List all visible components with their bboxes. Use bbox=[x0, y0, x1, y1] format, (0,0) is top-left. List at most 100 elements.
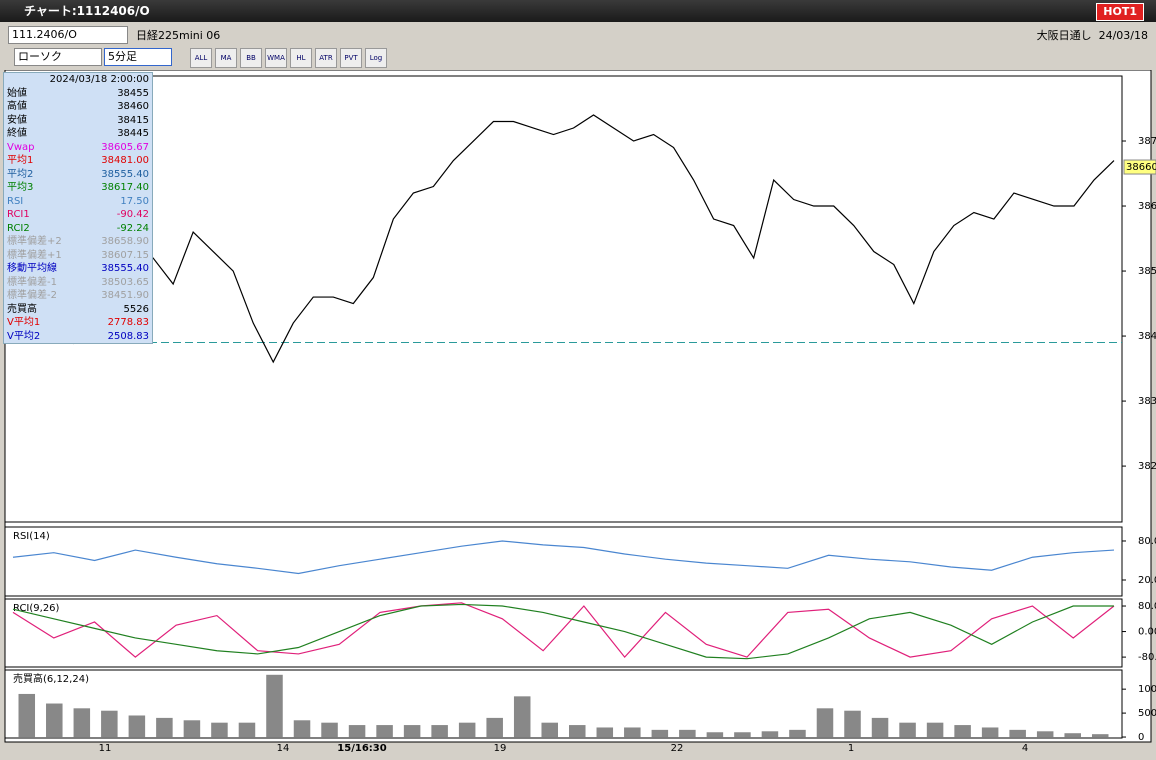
toolbar-button[interactable]: MA bbox=[215, 48, 237, 68]
toolbar-button[interactable]: BB bbox=[240, 48, 262, 68]
info-panel: 2024/03/18 2:00:00 始値 38455 高値 38460 安値 38415 終… bbox=[3, 72, 153, 344]
info-row: 始値 38455 bbox=[4, 87, 152, 101]
info-label: 売買高 bbox=[7, 303, 37, 315]
info-label: 標準偏差+1 bbox=[7, 249, 62, 261]
info-row: 標準偏差+2 38658.90 bbox=[4, 235, 152, 249]
info-row: V平均2 2508.83 bbox=[4, 330, 152, 344]
info-label: 安値 bbox=[7, 114, 27, 126]
volume-bar bbox=[1064, 733, 1081, 738]
y-tick-label: 0.00 bbox=[1138, 627, 1156, 638]
x-tick-label: 1 bbox=[848, 743, 854, 754]
session-date: 大阪日通し 24/03/18 bbox=[1037, 27, 1148, 43]
info-row: V平均1 2778.83 bbox=[4, 316, 152, 330]
info-label: RSI bbox=[7, 195, 24, 207]
toolbar-button[interactable]: HL bbox=[290, 48, 312, 68]
info-label: 平均3 bbox=[7, 182, 34, 193]
info-row: 安値 38415 bbox=[4, 114, 152, 128]
interval-select[interactable]: 5分足 bbox=[104, 48, 172, 66]
title-bar: チャート:1112406/O HOT1 bbox=[0, 0, 1156, 22]
line-series bbox=[12, 602, 1115, 659]
symbol-input[interactable]: 111.2406/O bbox=[8, 26, 128, 44]
info-value: 5526 bbox=[123, 303, 149, 315]
y-tick-label: 38600 bbox=[1138, 201, 1156, 212]
y-tick-label: 38400 bbox=[1138, 331, 1156, 342]
volume-bar bbox=[569, 725, 586, 738]
panel-label: 売買高(6,12,24) bbox=[13, 672, 89, 685]
toolbar-button[interactable]: ALL bbox=[190, 48, 212, 68]
toolbar-button[interactable]: Log bbox=[365, 48, 387, 68]
instrument: 日経225mini 06 bbox=[136, 29, 221, 42]
volume-bar bbox=[376, 725, 393, 738]
volume-bar bbox=[1009, 729, 1026, 738]
info-value: 38451.90 bbox=[101, 290, 149, 301]
toolbar-button[interactable]: PVT bbox=[340, 48, 362, 68]
info-value: 38503.65 bbox=[101, 276, 149, 288]
info-value: 38658.90 bbox=[101, 236, 149, 247]
info-row: 標準偏差-1 38503.65 bbox=[4, 276, 152, 290]
x-tick-label: 19 bbox=[494, 743, 507, 754]
line-series bbox=[12, 603, 1114, 660]
info-label: RCI2 bbox=[7, 222, 30, 234]
x-tick-label: 15/16:30 bbox=[337, 743, 386, 754]
info-row: 移動平均線 38555.40 bbox=[4, 262, 152, 276]
y-tick-label: 38300 bbox=[1138, 396, 1156, 407]
info-value: 38415 bbox=[117, 114, 149, 126]
y-tick-label: 38500 bbox=[1138, 266, 1156, 277]
line-series bbox=[12, 114, 1115, 364]
style-select[interactable]: ローソク bbox=[14, 48, 102, 66]
info-label: 移動平均線 bbox=[7, 263, 57, 274]
info-value: -90.42 bbox=[116, 209, 149, 220]
volume-bar bbox=[18, 693, 36, 738]
volume-bar bbox=[596, 727, 614, 738]
volume-bar bbox=[926, 722, 944, 738]
info-label: 平均2 bbox=[7, 168, 34, 180]
info-value: 17.50 bbox=[120, 195, 149, 207]
volume-bar bbox=[844, 710, 861, 738]
info-value: 38555.40 bbox=[101, 168, 149, 180]
x-tick-label: 11 bbox=[99, 743, 112, 754]
y-tick-label: 0 bbox=[1138, 732, 1144, 743]
current-price-box bbox=[1123, 159, 1156, 175]
y-tick-label: 10000 bbox=[1138, 684, 1156, 695]
volume-bar bbox=[403, 725, 421, 738]
info-row: Vwap 38605.67 bbox=[4, 141, 152, 155]
info-value: 38607.15 bbox=[101, 249, 149, 261]
info-value: 38445 bbox=[117, 128, 149, 139]
info-row: RSI 17.50 bbox=[4, 195, 152, 209]
info-label: 標準偏差-2 bbox=[7, 290, 57, 301]
info-row: 売買高 5526 bbox=[4, 303, 152, 317]
y-tick-label: -80.0 bbox=[1138, 652, 1156, 663]
info-value: 2778.83 bbox=[107, 317, 149, 328]
panel-label: RCI(9,26) bbox=[13, 603, 60, 614]
y-tick-label: 38200 bbox=[1138, 461, 1156, 472]
x-tick-label: 22 bbox=[671, 743, 684, 754]
info-value: 38455 bbox=[117, 87, 149, 99]
line-series bbox=[12, 540, 1115, 575]
info-value: -92.24 bbox=[116, 222, 149, 234]
volume-bar bbox=[266, 674, 283, 738]
timestamp: 2024/03/18 2:00:00 bbox=[49, 74, 149, 85]
volume-bar bbox=[321, 722, 338, 738]
info-label: V平均2 bbox=[7, 330, 41, 342]
volume-bar bbox=[954, 725, 971, 738]
volume-bar bbox=[651, 729, 669, 738]
info-value: 38617.40 bbox=[101, 182, 149, 193]
panel bbox=[4, 526, 1123, 597]
info-row: 平均2 38555.40 bbox=[4, 168, 152, 182]
date: 24/03/18 bbox=[1098, 29, 1148, 42]
info-label: 終値 bbox=[7, 128, 27, 139]
hot-button[interactable]: HOT1 bbox=[1096, 3, 1144, 21]
y-tick-label: 38700 bbox=[1138, 136, 1156, 147]
volume-bar bbox=[789, 729, 806, 738]
info-label: 標準偏差+2 bbox=[7, 236, 62, 247]
toolbar-button[interactable]: WMA bbox=[265, 48, 287, 68]
toolbar-button[interactable]: ATR bbox=[315, 48, 337, 68]
y-tick-label: 80.00 bbox=[1138, 601, 1156, 612]
volume-bar bbox=[761, 731, 779, 738]
volume-bar bbox=[486, 717, 503, 738]
volume-bar bbox=[211, 722, 228, 738]
volume-bar bbox=[816, 708, 834, 738]
volume-bar bbox=[1091, 734, 1109, 738]
volume-bar bbox=[238, 722, 256, 738]
volume-bar bbox=[46, 703, 63, 738]
